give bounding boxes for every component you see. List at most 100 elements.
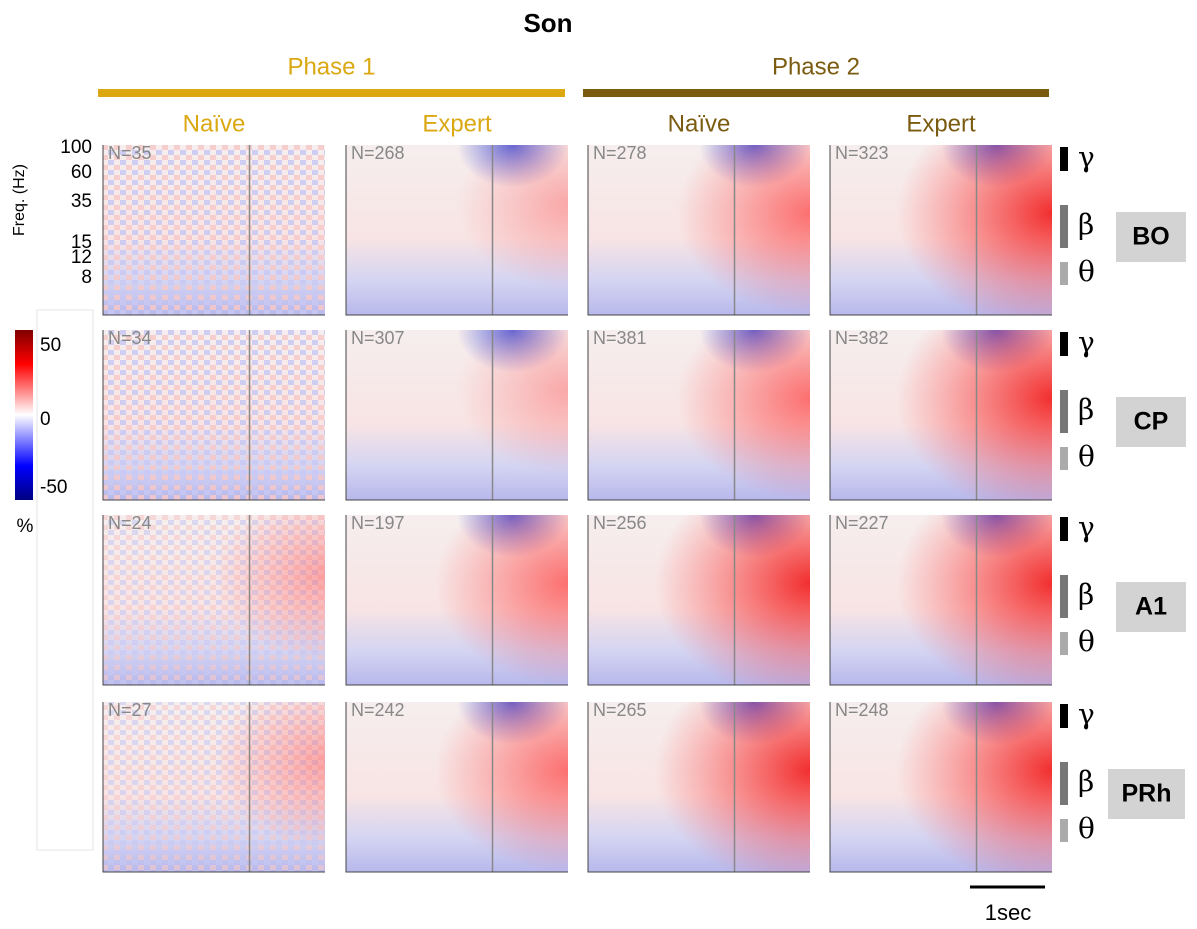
area-label: PRh <box>1122 780 1172 808</box>
heatmap-overlay <box>588 515 810 685</box>
band-bar <box>1060 262 1068 285</box>
heatmap-overlay <box>588 330 810 500</box>
unit-count: N=24 <box>108 513 152 533</box>
panel-axis <box>345 702 568 873</box>
band-bar <box>1060 704 1068 728</box>
heatmap-overlay <box>103 702 325 872</box>
area-box <box>1116 582 1186 632</box>
panel-axis <box>829 702 1052 873</box>
band-label: β <box>1078 765 1094 798</box>
column-label: Expert <box>906 110 976 137</box>
freq-tick: 100 <box>60 137 92 158</box>
band-label: θ <box>1078 440 1095 473</box>
band-bar <box>1060 390 1068 433</box>
freq-axis-label: Freq. (Hz) <box>11 164 28 236</box>
unit-count: N=278 <box>593 143 647 163</box>
unit-count: N=256 <box>593 513 647 533</box>
panel-axis <box>829 145 1052 316</box>
unit-count: N=248 <box>835 700 889 720</box>
legend-box <box>36 309 94 851</box>
panel-axis <box>587 515 810 686</box>
colorbar-unit: % <box>17 516 34 537</box>
heatmap-overlay <box>346 702 568 872</box>
unit-count: N=307 <box>351 328 405 348</box>
heatmap-overlay <box>830 145 1052 315</box>
heatmap-overlay <box>588 145 810 315</box>
panel-axis <box>345 515 568 686</box>
area-label: BO <box>1132 223 1170 251</box>
band-label: β <box>1078 393 1094 426</box>
freq-tick: 15 <box>71 232 92 253</box>
band-label: γ <box>1078 326 1095 359</box>
panel-axis <box>102 145 325 316</box>
unit-count: N=323 <box>835 143 889 163</box>
phase-bar <box>583 89 1049 97</box>
unit-count: N=27 <box>108 700 152 720</box>
panel-axis <box>345 330 568 501</box>
band-bar <box>1060 205 1068 248</box>
unit-count: N=242 <box>351 700 405 720</box>
panel-axis <box>102 515 325 686</box>
freq-tick: 12 <box>71 247 92 268</box>
band-bar <box>1060 575 1068 618</box>
area-box <box>1116 397 1186 447</box>
unit-count: N=197 <box>351 513 405 533</box>
band-label: γ <box>1078 698 1095 731</box>
column-label: Naïve <box>668 110 731 137</box>
band-label: θ <box>1078 812 1095 845</box>
colorbar-tick: 0 <box>40 409 51 430</box>
column-label: Naïve <box>183 110 246 137</box>
unit-count: N=265 <box>593 700 647 720</box>
band-bar <box>1060 147 1068 171</box>
heatmap-overlay <box>588 702 810 872</box>
heatmap-overlay <box>103 145 325 315</box>
unit-count: N=381 <box>593 328 647 348</box>
area-box <box>1116 212 1186 262</box>
heatmap-overlay <box>346 145 568 315</box>
heatmap-overlay <box>346 515 568 685</box>
band-label: β <box>1078 208 1094 241</box>
colorbar <box>15 330 33 500</box>
band-label: γ <box>1078 511 1095 544</box>
phase-label: Phase 1 <box>287 53 375 80</box>
unit-count: N=35 <box>108 143 152 163</box>
band-bar <box>1060 632 1068 655</box>
title: Son <box>523 8 572 38</box>
heatmap-overlay <box>103 515 325 685</box>
band-bar <box>1060 517 1068 541</box>
band-label: γ <box>1078 141 1095 174</box>
band-bar <box>1060 762 1068 805</box>
panel-axis <box>102 330 325 501</box>
panel-axis <box>345 145 568 316</box>
unit-count: N=268 <box>351 143 405 163</box>
panel-axis <box>587 702 810 873</box>
heatmap-overlay <box>346 330 568 500</box>
heatmap-overlay <box>830 702 1052 872</box>
scale-bar-label: 1sec <box>985 900 1031 925</box>
band-label: θ <box>1078 625 1095 658</box>
column-label: Expert <box>422 110 492 137</box>
band-bar <box>1060 819 1068 842</box>
colorbar-tick: 50 <box>40 335 61 356</box>
unit-count: N=382 <box>835 328 889 348</box>
panel-axis <box>829 515 1052 686</box>
band-label: β <box>1078 578 1094 611</box>
panel-axis <box>829 330 1052 501</box>
area-label: A1 <box>1135 593 1167 621</box>
panel-axis <box>587 330 810 501</box>
area-label: CP <box>1134 408 1169 436</box>
heatmap-overlay <box>103 330 325 500</box>
unit-count: N=227 <box>835 513 889 533</box>
band-bar <box>1060 447 1068 470</box>
panel-axis <box>102 702 325 873</box>
phase-bar <box>98 89 565 97</box>
area-box <box>1108 769 1185 819</box>
freq-tick: 35 <box>71 191 92 212</box>
band-bar <box>1060 332 1068 356</box>
freq-tick: 60 <box>71 162 92 183</box>
band-label: θ <box>1078 255 1095 288</box>
colorbar-tick: -50 <box>40 477 67 498</box>
heatmap-overlay <box>830 515 1052 685</box>
panel-axis <box>587 145 810 316</box>
